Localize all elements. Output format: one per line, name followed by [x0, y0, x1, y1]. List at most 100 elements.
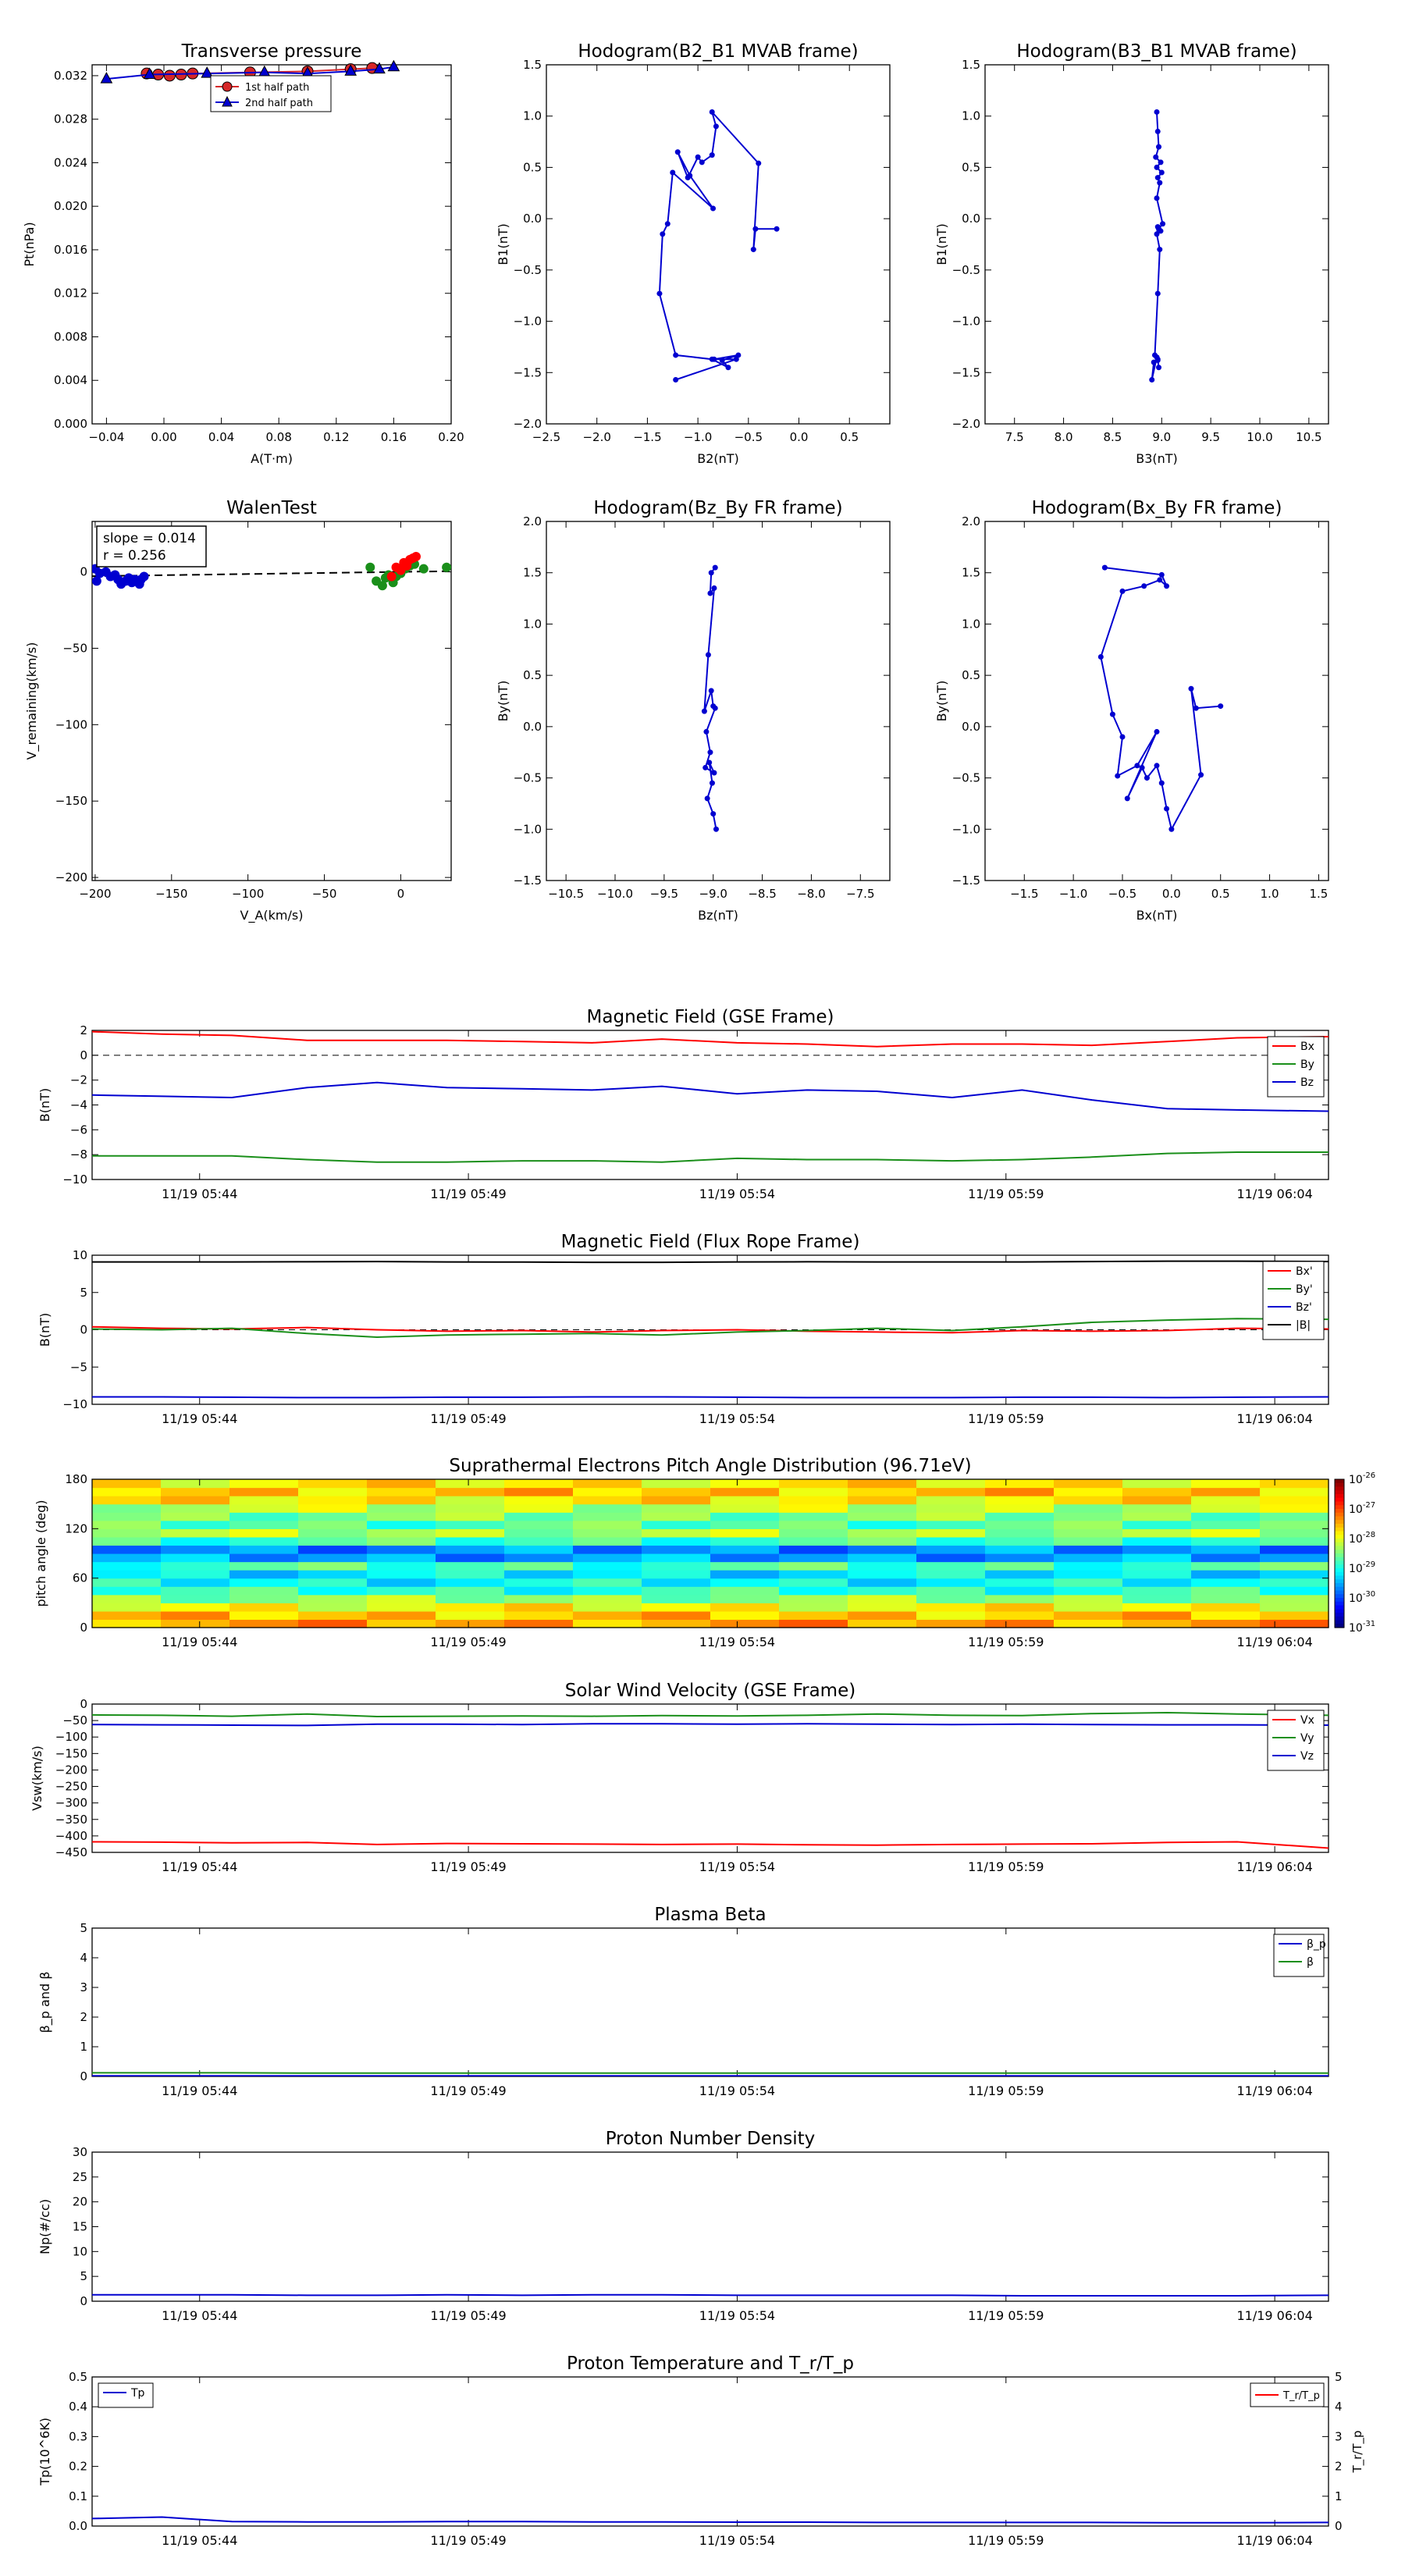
- beta-ytick-label: 4: [80, 1951, 87, 1965]
- pad-cell: [710, 1619, 780, 1628]
- vsw-legend-label: Vy: [1300, 1732, 1314, 1745]
- pad-cell: [436, 1553, 505, 1563]
- hodo4-xtick-label: 0.0: [1162, 887, 1181, 901]
- hodo3-ytick-label: 1.0: [523, 617, 542, 631]
- bgse-frame: [91, 1030, 1329, 1180]
- pad-colorbar-step: [1335, 1546, 1344, 1550]
- pad-cell: [92, 1578, 162, 1587]
- pad-cell: [1191, 1578, 1261, 1587]
- pad-cell: [848, 1503, 917, 1513]
- pad-colorbar-base: 10: [1349, 1533, 1363, 1546]
- np-time-label: 11/19 06:04: [1236, 2308, 1312, 2323]
- hodo4-ytick-label: −1.0: [952, 822, 980, 836]
- hodo2-point: [1154, 109, 1160, 115]
- hodo1-point: [687, 173, 693, 179]
- pad-frame: [91, 1478, 1329, 1628]
- hodo1-ylabel: B1(nT): [496, 223, 510, 265]
- pad-colorbar-base: 10: [1349, 1563, 1363, 1575]
- pad-cell: [367, 1619, 436, 1628]
- hodo1-xtick-label: −2.0: [582, 430, 610, 444]
- hodo4-frame: [984, 521, 1329, 881]
- hodo3-point: [711, 585, 717, 591]
- pt-legend-label: 1st half path: [245, 82, 309, 94]
- bfr-ytick-label: 10: [73, 1248, 87, 1262]
- pad-cell: [298, 1561, 368, 1571]
- hodo1-point: [656, 290, 663, 297]
- hodo3-xtick-label: −9.5: [650, 887, 678, 901]
- hodo3-xtick-label: −8.0: [797, 887, 825, 901]
- pad-cell: [710, 1594, 780, 1603]
- vsw-series-line: [92, 1723, 1329, 1727]
- pad-cell: [779, 1536, 848, 1546]
- pt-xtick-label: 0.16: [381, 430, 407, 444]
- hodo2-point: [1158, 228, 1164, 234]
- walen-point: [386, 571, 397, 582]
- bfr-series-line: [92, 1396, 1329, 1399]
- pad-cell: [985, 1570, 1055, 1579]
- pad-colorbar-step: [1335, 1616, 1344, 1621]
- hodo3-point: [707, 590, 713, 596]
- hodo4-point: [1188, 685, 1194, 692]
- walen-annotation: r = 0.256: [103, 548, 166, 564]
- hodo1-point: [674, 149, 681, 155]
- pad-colorbar-step: [1335, 1620, 1344, 1624]
- vsw-ytick-label: 0: [80, 1697, 87, 1711]
- pad-colorbar-step: [1335, 1527, 1344, 1532]
- pad-cell: [1122, 1520, 1192, 1529]
- pad-colorbar-step: [1335, 1613, 1344, 1617]
- pad-cell: [367, 1545, 436, 1554]
- pad-colorbar-exponent: -29: [1363, 1560, 1375, 1569]
- pad-cell: [1260, 1578, 1329, 1587]
- hodo3-xtick-label: −8.5: [748, 887, 776, 901]
- pad-cell: [161, 1520, 230, 1529]
- pad-cell: [1191, 1570, 1261, 1579]
- walen-ytick-label: −200: [55, 870, 87, 884]
- pad-cell: [642, 1594, 711, 1603]
- bfr-time-label: 11/19 05:44: [162, 1411, 237, 1426]
- hodo1-point: [695, 154, 701, 160]
- hodo3-title: Hodogram(Bz_By FR frame): [593, 498, 842, 518]
- pt-xtick-label: 0.20: [438, 430, 464, 444]
- bfr-series-line: [92, 1318, 1329, 1339]
- pad-cell: [985, 1536, 1055, 1546]
- pad-cell: [642, 1578, 711, 1587]
- hodo1-ytick-label: 0.5: [523, 160, 542, 174]
- pad-cell: [985, 1479, 1055, 1489]
- hodo1-xtick-label: 0.5: [840, 430, 859, 444]
- tp-y2label: T_r/T_p: [1350, 2430, 1365, 2473]
- hodo1-point: [710, 205, 717, 212]
- pad-cell: [1054, 1603, 1123, 1612]
- beta-data: [92, 2072, 1329, 2076]
- pad-cell: [1191, 1496, 1261, 1505]
- hodo3-point: [705, 652, 711, 658]
- hodo4-point: [1134, 763, 1140, 769]
- pad-cell: [1260, 1561, 1329, 1571]
- pad-cell: [298, 1503, 368, 1513]
- hodo4-point: [1198, 772, 1204, 778]
- bgse-legend-label: By: [1300, 1059, 1314, 1071]
- pad-cell: [367, 1520, 436, 1529]
- pad-colorbar-step: [1335, 1501, 1344, 1506]
- beta-ytick-label: 1: [80, 2040, 87, 2054]
- hodo1-point: [774, 226, 780, 232]
- vsw-series-line: [92, 1841, 1329, 1849]
- hodo4-xtick-label: −1.5: [1010, 887, 1038, 901]
- pad-cell: [92, 1545, 162, 1554]
- walen-annotation: slope = 0.014: [103, 531, 196, 546]
- pad-cell: [573, 1545, 642, 1554]
- pad-cell: [298, 1479, 368, 1489]
- pad-cell: [1260, 1586, 1329, 1596]
- bgse-ytick-label: −2: [70, 1073, 87, 1087]
- vsw-title: Solar Wind Velocity (GSE Frame): [565, 1681, 855, 1701]
- bgse-time-label: 11/19 05:59: [968, 1187, 1044, 1201]
- pad-cell: [92, 1487, 162, 1496]
- pad-time-label: 11/19 06:04: [1236, 1635, 1312, 1649]
- hodo1-point: [750, 247, 756, 253]
- pad-cell: [161, 1619, 230, 1628]
- hodo2-ytick-label: 0.5: [962, 160, 980, 174]
- pad-cell: [642, 1536, 711, 1546]
- pad-cell: [985, 1561, 1055, 1571]
- pad-colorbar-step: [1335, 1520, 1344, 1525]
- pad-colorbar-step: [1335, 1486, 1344, 1491]
- pad-cell: [848, 1553, 917, 1563]
